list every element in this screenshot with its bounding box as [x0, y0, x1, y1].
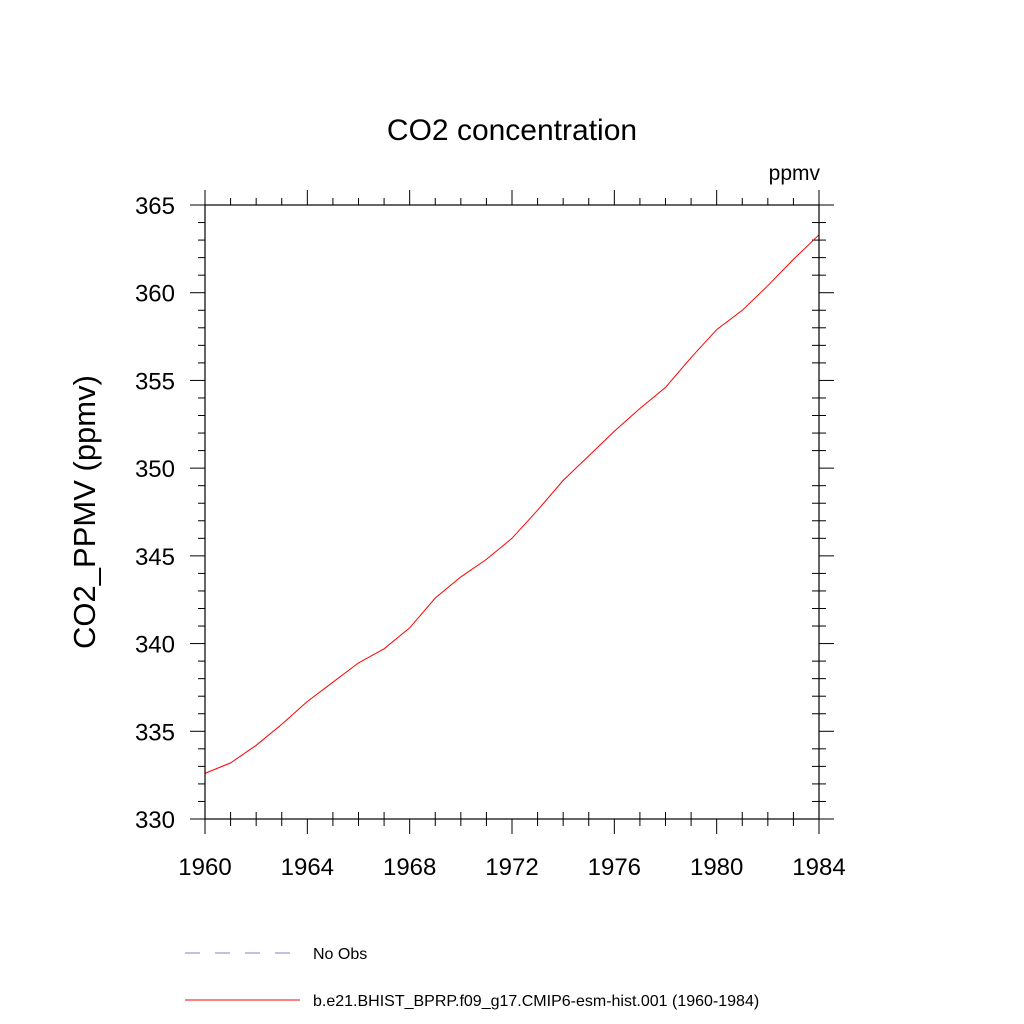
- legend-label: No Obs: [313, 946, 367, 963]
- x-tick-label: 1972: [485, 854, 538, 881]
- tick-labels: 1960 1964 1968 1972 1976 1980 1984 330 335 340 345…: [135, 193, 846, 881]
- series-layer: [204, 234, 820, 774]
- x-tick-label: 1976: [588, 854, 641, 881]
- plot-frame: [204, 204, 820, 820]
- y-tick-label: 345: [135, 544, 175, 571]
- y-axis-label: CO2_PPMV (ppmv): [67, 375, 102, 649]
- legend: No Obs b.e21.BHIST_BPRP.f09_g17.CMIP6-esm…: [185, 946, 759, 1010]
- y-tick-label: 360: [135, 281, 175, 308]
- y-tick-label: 330: [135, 807, 175, 834]
- y-tick-label: 335: [135, 719, 175, 746]
- y-tick-label: 355: [135, 368, 175, 395]
- x-tick-label: 1960: [178, 854, 231, 881]
- x-tick-label: 1964: [281, 854, 334, 881]
- axis-ticks: [190, 190, 834, 834]
- units-label: ppmv: [769, 162, 821, 185]
- y-tick-label: 365: [135, 193, 175, 220]
- chart-title: CO2 concentration: [387, 114, 637, 147]
- x-tick-label: 1968: [383, 854, 436, 881]
- y-tick-label: 350: [135, 456, 175, 483]
- series-line: [204, 234, 820, 774]
- x-tick-label: 1980: [690, 854, 743, 881]
- legend-label: b.e21.BHIST_BPRP.f09_g17.CMIP6-esm-hist.…: [313, 993, 759, 1010]
- y-tick-label: 340: [135, 632, 175, 659]
- x-tick-label: 1984: [792, 854, 845, 881]
